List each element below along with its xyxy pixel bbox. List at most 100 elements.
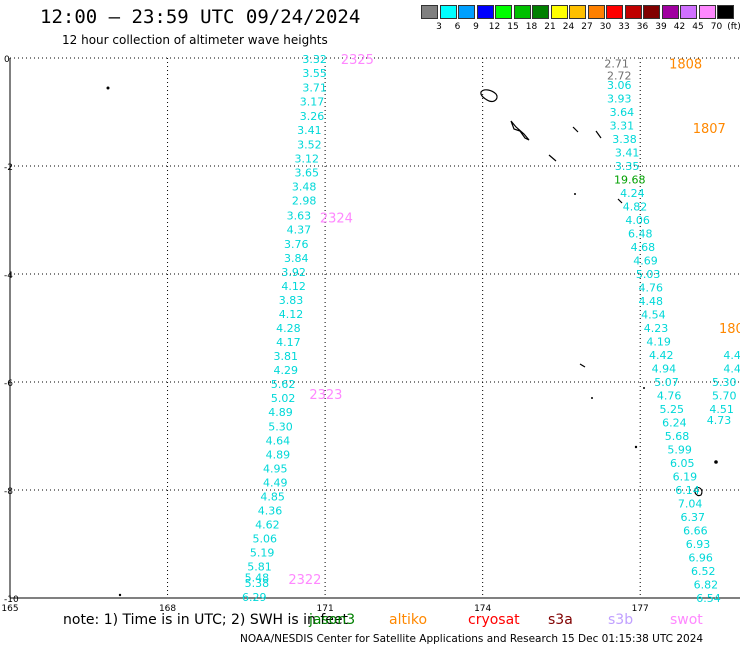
pass-number-labels: 2325 2324 2323 2322 1808 1807 1806 [288, 53, 740, 588]
legend-label: 21 [544, 22, 556, 32]
island-shape [510, 120, 530, 141]
wave-height-label: 3.84 [284, 252, 309, 265]
legend-swatch [698, 5, 716, 19]
satellite-s3a: s3a [548, 612, 573, 628]
wave-height-label: 6.14 [675, 484, 700, 497]
wave-height-label: 4.12 [279, 308, 304, 321]
y-tick-label: 0 [4, 55, 10, 65]
legend-swatch [661, 5, 679, 19]
x-tick-label: 177 [632, 604, 649, 614]
legend-swatch [513, 5, 531, 19]
island-dot [106, 86, 110, 90]
wave-height-label: 6.48 [628, 228, 653, 241]
island-shape [572, 126, 579, 133]
wave-height-label: 4.24 [620, 187, 645, 200]
legend-label: 39 [655, 22, 667, 32]
wave-height-label: 3.52 [297, 138, 322, 151]
wave-height-label: 4.68 [631, 241, 656, 254]
y-tick-label: -4 [4, 271, 13, 281]
wave-height-label: 4.85 [260, 490, 285, 503]
x-tick-label: 174 [474, 604, 491, 614]
wave-height-labels: 3.323.553.713.173.263.413.523.123.653.48… [242, 53, 740, 605]
wave-height-label: 5.62 [271, 378, 296, 391]
legend-label: 45 [692, 22, 704, 32]
wave-height-label: 4.73 [707, 414, 732, 427]
satellite-jason3: jason3 [309, 612, 356, 628]
satellite-s3b: s3b [608, 612, 634, 628]
wave-height-label: 5.38 [245, 577, 270, 590]
wave-height-label: 3.26 [300, 110, 325, 123]
island-shape [595, 130, 602, 139]
wave-height-label: 4.89 [268, 406, 293, 419]
wave-height-label: 2.98 [292, 195, 317, 208]
island-dot [118, 593, 122, 597]
pass-number-label: 2325 [341, 53, 374, 68]
wave-height-label: 4.54 [641, 309, 666, 322]
pass-number-label: 1808 [669, 57, 702, 72]
wave-height-label: 5.70 [712, 390, 737, 403]
legend-label: 18 [525, 22, 538, 32]
wave-height-label: 3.93 [607, 93, 632, 106]
wave-height-label: 4.94 [652, 363, 677, 376]
wave-height-label: 5.30 [268, 420, 293, 433]
satellite-altiko: altiko [389, 612, 428, 628]
wave-height-label: 3.64 [610, 106, 635, 119]
wave-height-label: 5.48 [245, 571, 270, 584]
wave-height-label: 2.71 [604, 57, 629, 70]
island-dot [634, 445, 638, 449]
legend-label: 9 [473, 22, 479, 32]
legend-swatch [569, 5, 586, 19]
wave-height-label: 4.17 [276, 336, 301, 349]
footer-credit: NOAA/NESDIS Center for Satellite Applica… [240, 633, 704, 645]
wave-height-label: 3.32 [302, 53, 327, 66]
wave-height-label: 4.48 [638, 295, 663, 308]
legend-swatch [643, 5, 660, 19]
wave-height-label: 6.37 [680, 511, 705, 524]
legend-swatch [606, 5, 623, 19]
wave-height-label: 4.4 [723, 363, 740, 376]
wave-height-label: 6.96 [688, 552, 713, 565]
wave-height-label: 6.24 [662, 417, 687, 430]
wave-height-label: 6.93 [686, 538, 711, 551]
wave-height-label: 5.03 [636, 268, 661, 281]
legend-label: 15 [507, 22, 519, 32]
wave-height-label: 2.72 [607, 69, 632, 82]
wave-height-label: 4.29 [273, 364, 298, 377]
legend-swatch [421, 5, 438, 19]
legend-label: 70 [710, 22, 723, 32]
coastline-layer [106, 86, 718, 597]
wave-height-label: 4.49 [263, 476, 288, 489]
legend-swatch [550, 5, 568, 19]
x-tick-label: 168 [159, 604, 176, 614]
footer-note: note: 1) Time is in UTC; 2) SWH is in fe… [63, 612, 349, 628]
legend-swatch [532, 5, 549, 19]
wave-height-label: 3.71 [302, 82, 327, 95]
wave-height-label: 5.06 [252, 533, 277, 546]
wave-height-label: 4.69 [633, 255, 658, 268]
pass-number-label: 2324 [320, 211, 353, 226]
chart-subtitle: 12 hour collection of altimeter wave hei… [62, 33, 328, 47]
wave-height-label: 3.41 [615, 147, 640, 160]
wave-height-label: 4.19 [646, 336, 671, 349]
wave-height-label: 4.12 [281, 280, 306, 293]
legend-unit: (ft) [727, 22, 740, 32]
wave-height-label: 6.19 [673, 471, 698, 484]
wave-height-label: 3.81 [273, 350, 298, 363]
island-shape [480, 89, 498, 103]
island-shape [694, 486, 703, 497]
y-tick-label: -2 [4, 163, 13, 173]
wave-height-label: 6.29 [242, 591, 267, 604]
wave-height-label: 3.17 [300, 96, 325, 109]
legend-swatch [587, 5, 605, 19]
wave-height-label: 4.76 [657, 390, 682, 403]
legend-label: 6 [454, 22, 461, 32]
wave-height-label: 5.81 [247, 561, 272, 574]
legend-label: 12 [488, 22, 501, 32]
wave-height-label: 4.82 [623, 201, 648, 214]
y-tick-label: -10 [4, 595, 19, 605]
pass-number-label: 1806 [719, 322, 740, 337]
wave-height-label: 3.35 [615, 160, 640, 173]
wave-height-label: 3.48 [292, 181, 317, 194]
island-shape [548, 154, 557, 162]
